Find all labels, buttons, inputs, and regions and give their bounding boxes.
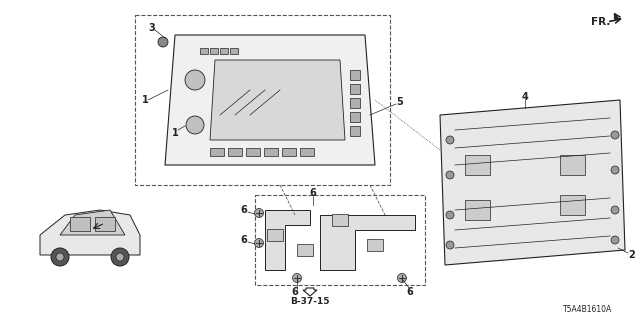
Polygon shape <box>210 60 345 140</box>
Bar <box>282 148 296 156</box>
Circle shape <box>446 136 454 144</box>
Bar <box>210 148 224 156</box>
Bar <box>350 70 360 80</box>
Text: 4: 4 <box>522 92 529 102</box>
Bar <box>200 48 208 54</box>
Bar <box>350 112 360 122</box>
Bar <box>246 148 260 156</box>
Circle shape <box>446 211 454 219</box>
Polygon shape <box>265 210 310 270</box>
Circle shape <box>611 166 619 174</box>
Polygon shape <box>40 210 140 255</box>
Text: 5: 5 <box>397 97 403 107</box>
Bar <box>264 148 278 156</box>
Circle shape <box>397 274 406 283</box>
Bar <box>332 214 348 226</box>
Circle shape <box>186 116 204 134</box>
Text: FR.: FR. <box>591 17 611 27</box>
Bar <box>465 200 490 220</box>
FancyArrow shape <box>303 288 317 296</box>
Circle shape <box>116 253 124 261</box>
Bar <box>350 126 360 136</box>
Circle shape <box>446 241 454 249</box>
Circle shape <box>611 131 619 139</box>
Circle shape <box>255 238 264 247</box>
Text: 1: 1 <box>172 128 179 138</box>
Text: 2: 2 <box>628 250 636 260</box>
Circle shape <box>611 206 619 214</box>
Bar <box>350 84 360 94</box>
Bar <box>230 48 238 54</box>
Polygon shape <box>165 35 375 165</box>
Circle shape <box>255 209 264 218</box>
Text: T5A4B1610A: T5A4B1610A <box>563 306 612 315</box>
Polygon shape <box>60 210 125 235</box>
Circle shape <box>111 248 129 266</box>
Bar <box>267 229 283 241</box>
Text: B-37-15: B-37-15 <box>291 298 330 307</box>
Bar <box>300 148 314 156</box>
Bar <box>210 48 218 54</box>
Text: 1: 1 <box>141 95 148 105</box>
Bar <box>70 217 90 231</box>
Text: 6: 6 <box>406 287 413 297</box>
Text: 6: 6 <box>241 235 248 245</box>
Circle shape <box>185 70 205 90</box>
Bar <box>95 217 115 231</box>
Polygon shape <box>320 215 415 270</box>
Bar <box>367 239 383 251</box>
Text: 6: 6 <box>310 188 316 198</box>
Circle shape <box>158 37 168 47</box>
Text: 3: 3 <box>148 23 156 33</box>
Bar <box>297 244 313 256</box>
Polygon shape <box>440 100 625 265</box>
Circle shape <box>51 248 69 266</box>
Bar <box>228 148 242 156</box>
Text: 6: 6 <box>292 287 298 297</box>
Circle shape <box>611 236 619 244</box>
Bar <box>560 155 585 175</box>
Text: 6: 6 <box>241 205 248 215</box>
Circle shape <box>446 171 454 179</box>
Bar <box>220 48 228 54</box>
Bar <box>465 155 490 175</box>
Circle shape <box>292 274 301 283</box>
Bar <box>560 195 585 215</box>
Circle shape <box>56 253 64 261</box>
Bar <box>350 98 360 108</box>
